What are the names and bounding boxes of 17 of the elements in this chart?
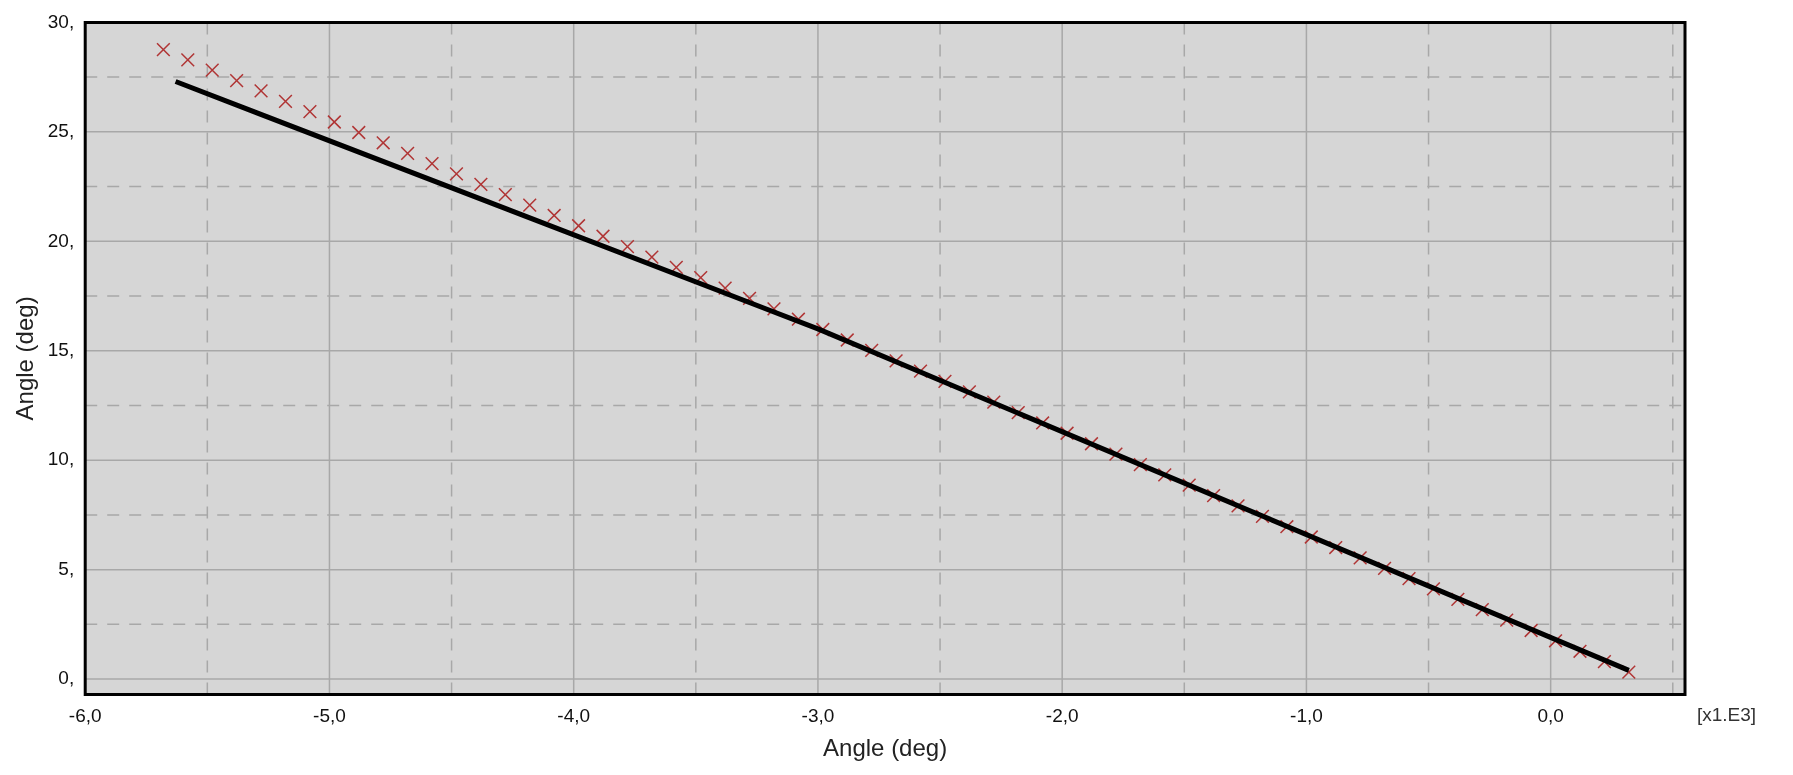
x-tick-label: -6,0 (68, 705, 102, 727)
text: [x1.E3] (1697, 704, 1757, 726)
y-tick-label: 10, (47, 448, 75, 470)
y-tick-label: 0, (58, 667, 75, 689)
y-tick-label: 5, (58, 557, 75, 579)
x-tick-label: -1,0 (1290, 705, 1323, 727)
y-tick-label: 15, (47, 338, 75, 360)
x-axis-title: Angle (deg) (823, 734, 948, 762)
x-tick-label: -4,0 (557, 705, 591, 727)
y-axis-title: Angle (deg) (11, 296, 39, 421)
x-tick-label: -3,0 (801, 705, 835, 727)
x-tick-label: -5,0 (313, 705, 346, 727)
x-tick-label: 0,0 (1537, 705, 1564, 727)
y-tick-label: 25, (47, 120, 75, 142)
x-tick-label: -2,0 (1045, 705, 1079, 727)
y-tick-label: 30, (47, 10, 75, 32)
y-tick-label: 20, (47, 229, 75, 251)
